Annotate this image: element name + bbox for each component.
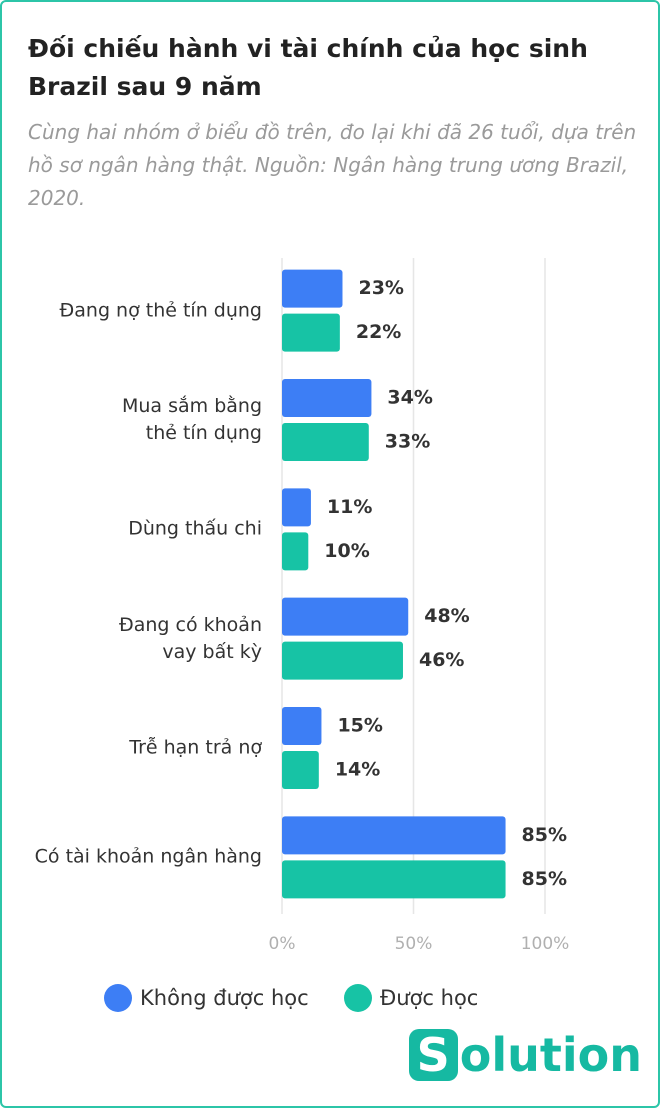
bar [282,532,309,571]
bar [282,488,311,527]
value-label: 11% [327,496,372,518]
bar [282,816,506,855]
value-label: 15% [337,715,382,737]
category-label: Có tài khoản ngân hàng [34,845,262,868]
value-label: 85% [522,824,567,846]
bar [282,269,343,308]
bar [282,707,322,745]
legend-marker [104,984,132,1012]
legend-marker [344,984,372,1012]
category-label: Đang nợ thẻ tín dụng [59,299,262,322]
value-label: 85% [522,868,567,890]
value-label: 34% [387,387,432,409]
bar [282,379,372,417]
bar [282,860,506,899]
chart-subtitle: Cùng hai nhóm ở biểu đồ trên, đo lại khi… [28,120,637,210]
value-label: 10% [324,540,369,562]
bar [282,423,369,461]
legend-label: Được học [380,986,478,1010]
x-tick-label: 100% [521,934,570,954]
bar [282,597,409,636]
value-label: 14% [335,759,380,781]
logo-text: olution [459,1028,642,1082]
bar [282,751,319,789]
category-label: Dùng thấu chi [128,517,262,540]
value-label: 33% [385,431,430,453]
chart-title: Đối chiếu hành vi tài chính của học sinh… [28,34,588,101]
category-label: Mua sắm bằng thẻ tín dụng [121,395,262,444]
category-label: Đang có khoản vay bất kỳ [119,613,262,663]
category-label: Trễ hạn trả nợ [129,736,262,759]
bar [282,313,340,352]
bar [282,641,403,680]
legend-label: Không được học [140,986,309,1010]
logo-box: S [408,1029,458,1081]
x-tick-label: 50% [395,934,433,954]
x-tick-label: 0% [269,934,296,954]
value-label: 22% [356,321,401,343]
value-label: 23% [358,277,403,299]
value-label: 48% [424,605,469,627]
logo: S olution [408,1028,642,1082]
value-label: 46% [419,649,464,671]
